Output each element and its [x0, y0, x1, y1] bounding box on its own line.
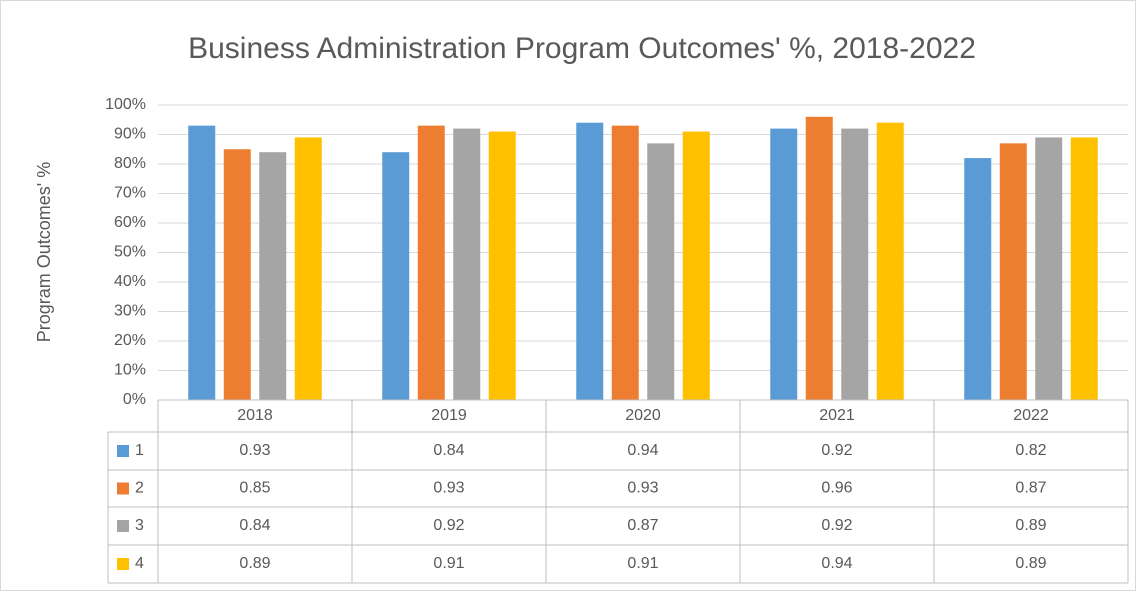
y-tick-label: 40% — [114, 273, 146, 290]
y-tick-label: 60% — [114, 214, 146, 231]
table-value: 0.94 — [821, 555, 852, 572]
y-axis-label: Program Outcomes' % — [34, 162, 54, 343]
legend-swatch — [117, 482, 129, 495]
bar — [223, 149, 251, 400]
table-value: 0.82 — [1015, 442, 1046, 459]
table-value: 0.94 — [627, 442, 658, 459]
x-tick-label: 2020 — [625, 407, 661, 424]
y-tick-label: 0% — [123, 391, 146, 408]
table-value: 0.89 — [1015, 555, 1046, 572]
bar — [647, 143, 675, 400]
y-tick-label: 10% — [114, 362, 146, 379]
bar — [964, 158, 992, 400]
bar — [770, 128, 798, 400]
x-tick-label: 2018 — [237, 407, 273, 424]
table-value: 0.92 — [433, 517, 464, 534]
legend-label: 3 — [135, 517, 144, 534]
bar — [841, 128, 869, 400]
table-value: 0.89 — [1015, 517, 1046, 534]
bar — [876, 122, 904, 400]
table-value: 0.92 — [821, 517, 852, 534]
table-value: 0.89 — [239, 555, 270, 572]
bar — [805, 116, 833, 401]
table-value: 0.93 — [627, 480, 658, 497]
bar — [453, 128, 481, 400]
table-value: 0.87 — [627, 517, 658, 534]
bar — [417, 125, 445, 401]
y-tick-label: 20% — [114, 332, 146, 349]
table-value: 0.84 — [239, 517, 270, 534]
bar — [999, 143, 1027, 400]
table-value: 0.93 — [433, 480, 464, 497]
bar — [294, 137, 322, 400]
x-tick-label: 2022 — [1013, 407, 1049, 424]
table-value: 0.87 — [1015, 480, 1046, 497]
legend-swatch — [117, 520, 129, 532]
table-value: 0.91 — [433, 555, 464, 572]
table-value: 0.93 — [239, 442, 270, 459]
table-value: 0.91 — [627, 555, 658, 572]
bar — [576, 122, 604, 400]
bar — [259, 152, 287, 400]
table-value: 0.85 — [239, 480, 270, 497]
table-value: 0.96 — [821, 480, 852, 497]
legend-swatch — [117, 558, 129, 570]
bar — [188, 125, 216, 401]
y-tick-label: 80% — [114, 155, 146, 172]
y-tick-label: 100% — [105, 96, 146, 113]
legend-swatch — [117, 445, 129, 457]
y-tick-label: 50% — [114, 244, 146, 261]
bar — [1035, 137, 1063, 400]
x-tick-label: 2019 — [431, 407, 467, 424]
bar — [488, 131, 516, 401]
legend-label: 2 — [135, 480, 144, 497]
bar — [1070, 137, 1098, 400]
table-value: 0.84 — [433, 442, 464, 459]
table-value: 0.92 — [821, 442, 852, 459]
bar — [382, 152, 410, 400]
y-tick-label: 70% — [114, 185, 146, 202]
legend-label: 4 — [135, 555, 144, 572]
legend-label: 1 — [135, 442, 144, 459]
bar — [611, 125, 639, 401]
x-tick-label: 2021 — [819, 407, 855, 424]
chart-title: Business Administration Program Outcomes… — [188, 32, 976, 65]
y-tick-label: 90% — [114, 126, 146, 143]
bar — [682, 131, 710, 401]
y-tick-label: 30% — [114, 303, 146, 320]
